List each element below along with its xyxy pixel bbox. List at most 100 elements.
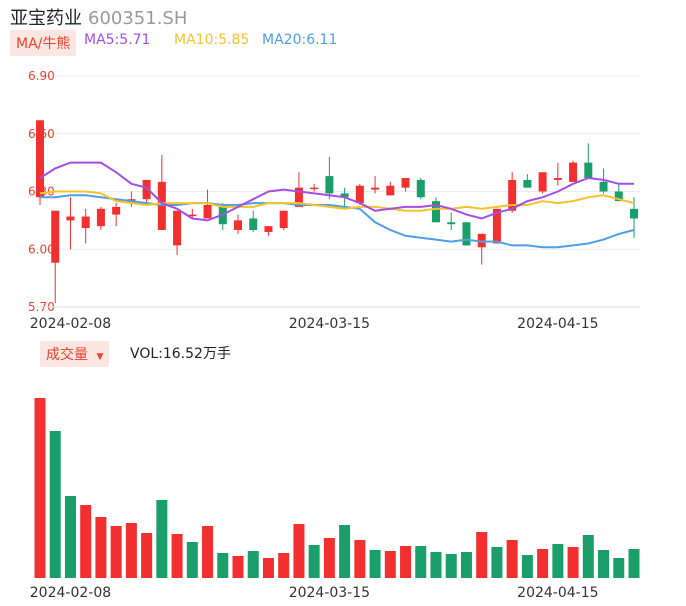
candle-body [249, 218, 258, 230]
candle-body [36, 120, 44, 198]
candle-body [416, 179, 425, 198]
ma-toggle-tag[interactable]: MA/牛熊 [10, 30, 77, 56]
candle-body [294, 187, 303, 207]
ma10-legend: MA10:5.85 [174, 32, 250, 48]
volume-bar [613, 558, 625, 578]
candle-body [234, 220, 242, 230]
volume-bar [217, 553, 229, 578]
volume-bar [278, 553, 290, 578]
candle-body [462, 222, 471, 246]
volume-x-label: 2024-03-15 [289, 585, 370, 601]
candle-body [96, 208, 105, 227]
candle-body [188, 214, 197, 217]
candle-body [538, 172, 547, 192]
volume-bar [521, 555, 533, 578]
volume-bar [141, 533, 153, 578]
candle-body [584, 162, 593, 179]
volume-bar [49, 431, 61, 578]
volume-bar [34, 398, 46, 578]
volume-bar [125, 523, 137, 578]
volume-bar [445, 554, 457, 578]
volume-bar [110, 526, 122, 578]
volume-bar [582, 535, 594, 578]
volume-bar [186, 542, 198, 578]
candle-body [203, 204, 212, 219]
volume-bar [476, 532, 488, 578]
volume-tag-label: 成交量 [46, 347, 88, 363]
candle-body [355, 185, 364, 204]
volume-bar [384, 551, 396, 578]
volume-bar [567, 547, 579, 578]
volume-bar [308, 545, 320, 578]
volume-bar [430, 552, 442, 578]
candle-body [386, 185, 395, 196]
candle-body [325, 176, 334, 194]
stock-code: 600351.SH [88, 8, 188, 29]
volume-bar [80, 505, 92, 578]
volume-bar [400, 546, 412, 578]
volume-bar [491, 547, 503, 578]
dropdown-arrow-icon: ▼ [96, 352, 104, 362]
volume-dropdown[interactable]: 成交量 ▼ [40, 341, 110, 367]
ma20-legend: MA20:6.11 [262, 32, 338, 48]
stock-title: 亚宝药业 600351.SH [10, 4, 187, 30]
volume-bar [537, 549, 549, 578]
candle-body [112, 206, 121, 215]
candle-body [477, 233, 486, 248]
price-tick-label: 6.90 [28, 69, 55, 83]
volume-bar [339, 525, 351, 578]
ma20-line [40, 194, 635, 249]
candle-body [630, 208, 638, 219]
volume-bar [323, 538, 335, 578]
volume-bar [598, 550, 610, 578]
candle-body [279, 210, 288, 229]
volume-bar [415, 546, 427, 578]
volume-bar [262, 558, 274, 578]
volume-x-label: 2024-02-08 [30, 585, 111, 601]
volume-bar [506, 540, 518, 578]
candle-body [401, 178, 410, 188]
ma5-legend: MA5:5.71 [84, 32, 151, 48]
price-x-label: 2024-02-08 [30, 316, 111, 332]
candle-body [523, 179, 532, 188]
candle-body [340, 193, 349, 198]
ma5-line [39, 161, 634, 222]
volume-bar [628, 549, 640, 578]
volume-bar [247, 551, 259, 578]
candle-body [614, 191, 623, 202]
volume-value: VOL:16.52万手 [130, 346, 231, 362]
candle-body [447, 222, 456, 225]
candle-body [310, 187, 319, 190]
volume-bar [460, 552, 472, 578]
volume-bar [95, 517, 107, 578]
volume-bar [369, 550, 381, 578]
volume-bar [293, 524, 305, 578]
volume-bar [552, 544, 564, 578]
candle-body [553, 178, 562, 180]
volume-bar [202, 526, 214, 578]
candle-body [173, 210, 182, 246]
candle-body [371, 187, 380, 190]
candle-body [81, 216, 90, 229]
candle-body [142, 179, 151, 200]
volume-bar [354, 540, 366, 578]
candle-body [66, 216, 75, 221]
ma10-line [39, 190, 635, 212]
candle-body [51, 210, 60, 263]
volume-bar [171, 534, 183, 578]
candle-body [492, 208, 501, 244]
price-tick-label: 6.00 [28, 242, 55, 256]
price-x-label: 2024-03-15 [289, 316, 370, 332]
candle-body [264, 226, 273, 232]
candle-body [432, 201, 440, 223]
volume-bar [156, 500, 168, 578]
price-x-label: 2024-04-15 [517, 316, 598, 332]
stock-name: 亚宝药业 [10, 8, 82, 29]
candle-body [569, 162, 578, 182]
volume-bar [232, 556, 244, 578]
volume-bar [64, 496, 76, 578]
volume-x-label: 2024-04-15 [517, 585, 598, 601]
candle-body [508, 179, 517, 211]
candle-body [599, 181, 608, 192]
